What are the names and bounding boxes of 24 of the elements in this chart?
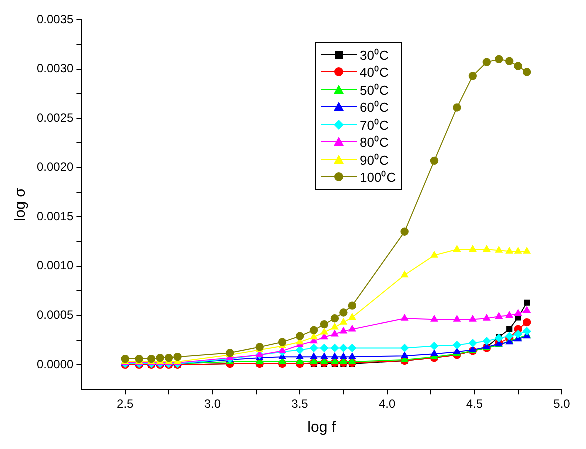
y-tick-label: 0.0015	[37, 209, 74, 224]
legend-label: 60⁰C	[360, 99, 389, 116]
y-tick-label: 0.0010	[37, 258, 74, 273]
legend-label: 100⁰C	[360, 169, 396, 186]
legend-label: 90⁰C	[360, 152, 389, 169]
y-tick-label: 0.0000	[37, 357, 74, 372]
x-tick-label: 4.0	[379, 397, 396, 412]
legend-label: 80⁰C	[360, 134, 389, 152]
y-tick-label: 0.0035	[37, 12, 74, 26]
x-tick-label: 5.0	[554, 397, 571, 412]
y-tick-label: 0.0025	[37, 110, 74, 125]
x-tick-label: 4.5	[466, 397, 484, 412]
y-tick-label: 0.0020	[37, 160, 74, 174]
x-tick-label: 3.0	[204, 397, 222, 412]
legend-label: 30⁰C	[360, 46, 389, 64]
x-tick-label: 3.5	[292, 397, 309, 412]
legend-label: 70⁰C	[360, 116, 389, 134]
y-tick-label: 0.0005	[37, 308, 74, 322]
y-axis-title: log σ	[12, 187, 30, 222]
legend-label: 40⁰C	[360, 64, 389, 82]
x-axis-title: log f	[308, 419, 337, 436]
legend-label: 50⁰C	[360, 82, 389, 99]
x-tick-label: 2.5	[117, 397, 134, 412]
y-tick-label: 0.0030	[37, 62, 74, 76]
